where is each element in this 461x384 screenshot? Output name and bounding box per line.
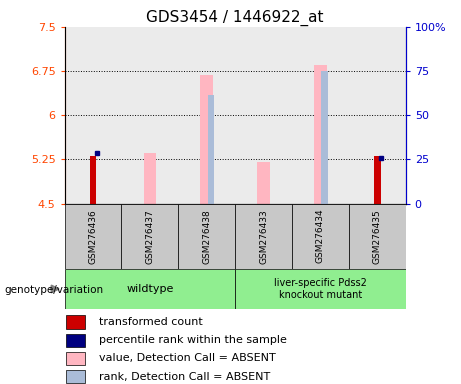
Bar [235,204,292,269]
Bar [66,352,85,365]
Text: GSM276433: GSM276433 [259,209,268,263]
Bar [349,27,406,204]
Text: genotype/variation: genotype/variation [5,285,104,295]
Bar [314,65,327,204]
Bar [207,94,214,204]
Bar [66,334,85,347]
Bar [65,269,235,309]
Text: GSM276438: GSM276438 [202,209,211,263]
Text: wildtype: wildtype [126,284,173,294]
Bar [143,154,156,204]
Bar [89,156,96,204]
Text: GSM276435: GSM276435 [373,209,382,263]
Bar [292,204,349,269]
Text: value, Detection Call = ABSENT: value, Detection Call = ABSENT [99,353,276,364]
Bar [235,27,292,204]
Bar [178,27,235,204]
Bar [201,75,213,204]
Bar [121,27,178,204]
Bar [66,370,85,383]
Text: rank, Detection Call = ABSENT: rank, Detection Call = ABSENT [99,372,270,382]
Bar [292,27,349,204]
Bar [121,204,178,269]
Bar [178,204,235,269]
Bar [349,204,406,269]
Text: percentile rank within the sample: percentile rank within the sample [99,335,287,345]
Text: GSM276436: GSM276436 [89,209,97,263]
Bar [66,315,85,329]
Bar [257,162,270,204]
Text: transformed count: transformed count [99,317,202,327]
Text: GSM276434: GSM276434 [316,209,325,263]
Bar [374,156,381,204]
Bar [65,27,121,204]
Title: GDS3454 / 1446922_at: GDS3454 / 1446922_at [146,9,324,25]
Bar [235,269,406,309]
Text: GSM276437: GSM276437 [145,209,154,263]
Bar [65,204,121,269]
Bar [321,71,328,204]
Text: liver-specific Pdss2
knockout mutant: liver-specific Pdss2 knockout mutant [274,278,367,300]
